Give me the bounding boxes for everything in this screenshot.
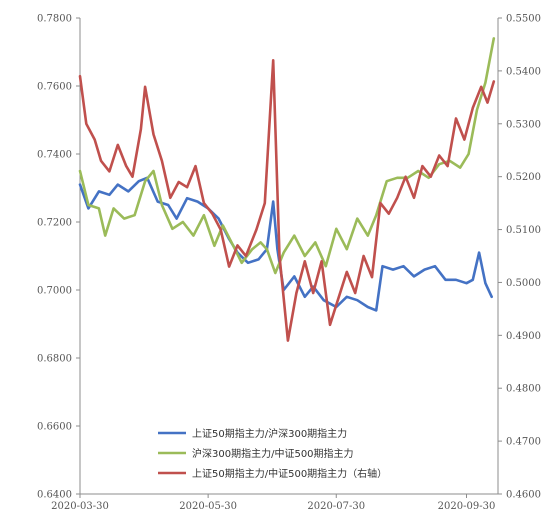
right-tick-label: 0.4700 [506,437,541,448]
left-tick-label: 0.7200 [37,218,72,229]
right-tick-label: 0.4800 [506,384,541,395]
x-tick-label: 2020-03-30 [51,501,109,512]
x-tick-label: 2020-07-30 [307,501,365,512]
left-tick-label: 0.7800 [37,14,72,25]
legend-label-2: 沪深300期指主力/中证500期指主力 [192,447,354,460]
right-tick-label: 0.5400 [506,66,541,77]
left-tick-label: 0.7600 [37,82,72,93]
series-group [78,37,496,342]
x-tick-label: 2020-05-30 [179,501,237,512]
right-tick-label: 0.5100 [506,225,541,236]
series-line-3 [78,58,496,342]
right-tick-label: 0.4600 [506,490,541,501]
legend-label-1: 上证50期指主力/沪深300期指主力 [192,427,347,440]
x-tick-label: 2020-09-30 [438,501,496,512]
left-tick-label: 0.6800 [37,354,72,365]
right-tick-label: 0.4900 [506,331,541,342]
right-tick-label: 0.5000 [506,278,541,289]
left-tick-label: 0.7000 [37,286,72,297]
right-tick-label: 0.5300 [506,119,541,130]
left-tick-label: 0.7400 [37,150,72,161]
right-tick-label: 0.5200 [506,172,541,183]
axes: 0.6400 0.6600 0.6800 0.7000 0.7200 0.7400 0.76… [37,14,541,513]
right-tick-label: 0.5500 [506,14,541,25]
legend: 上证50期指主力/沪深300期指主力沪深300期指主力/中证500期指主力上证5… [158,427,387,480]
legend-label-3: 上证50期指主力/中证500期指主力（右轴） [192,467,387,480]
left-tick-label: 0.6600 [37,422,72,433]
left-tick-label: 0.6400 [37,490,72,501]
